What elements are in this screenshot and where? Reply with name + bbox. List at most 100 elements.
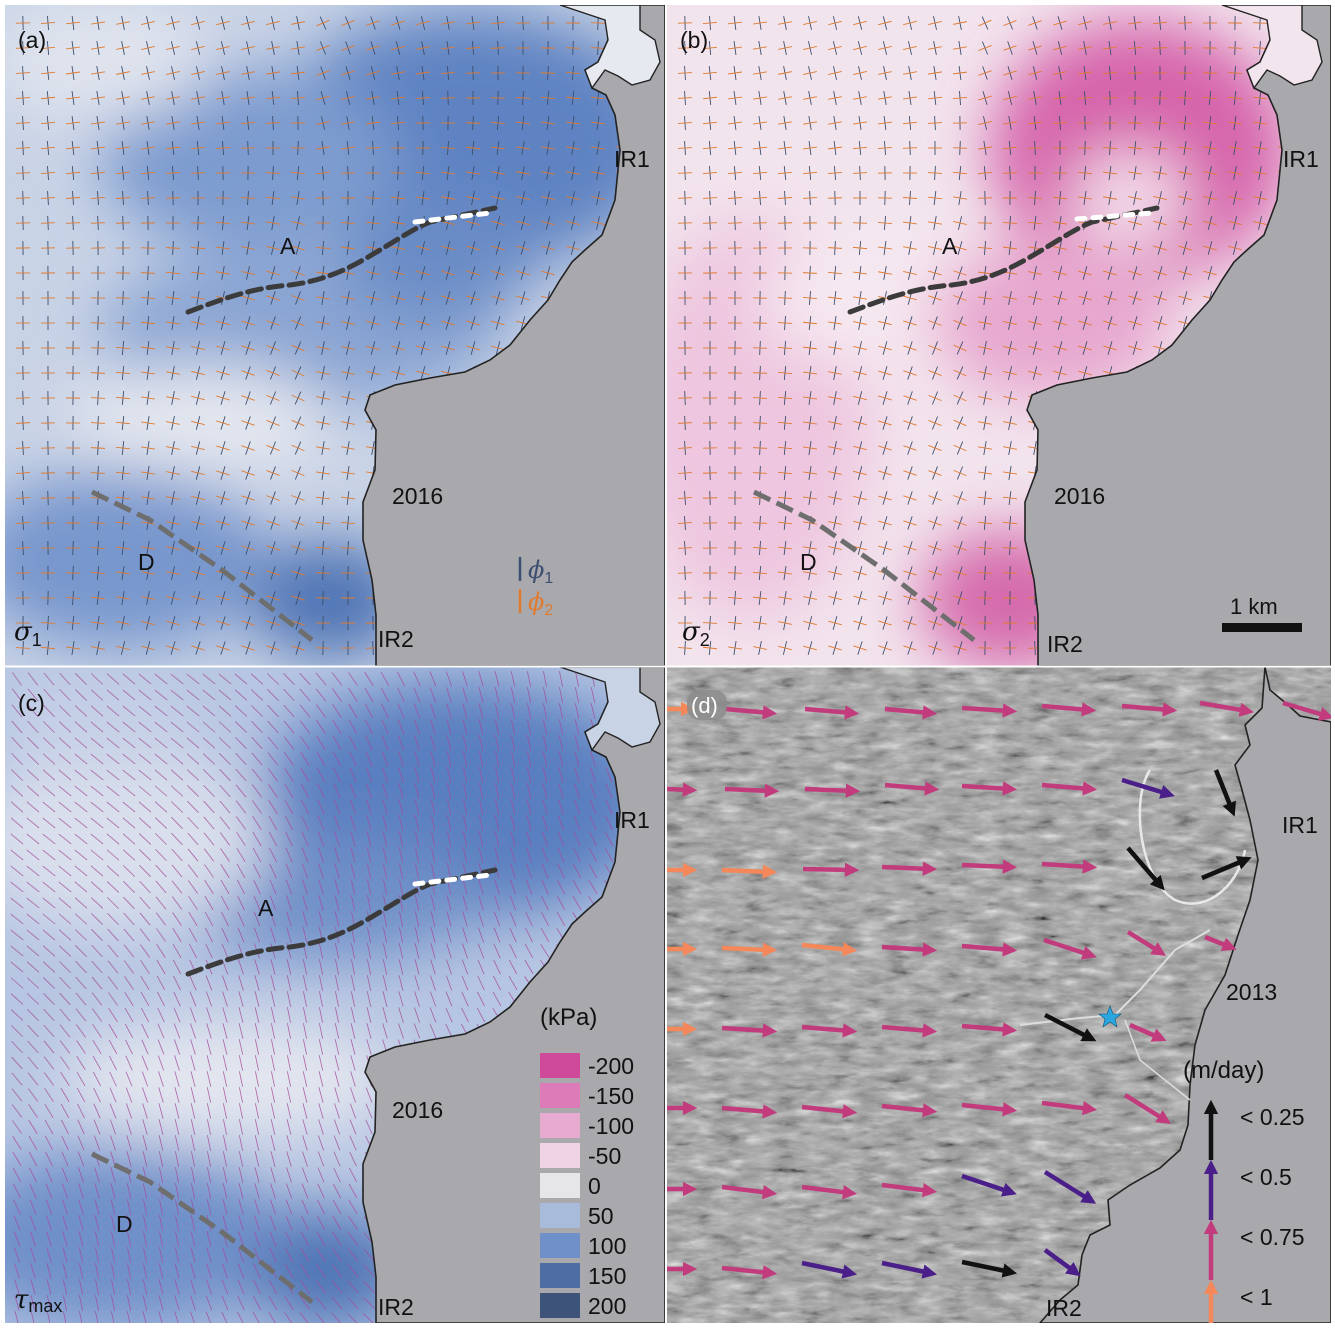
tau-direction bbox=[235, 752, 247, 766]
tau-direction bbox=[138, 801, 152, 813]
phi2-direction bbox=[366, 345, 380, 351]
tau-direction bbox=[302, 879, 308, 895]
phi2-direction bbox=[903, 221, 917, 225]
phi2-direction bbox=[903, 495, 917, 501]
tau-direction bbox=[203, 784, 215, 798]
tau-direction bbox=[94, 1311, 99, 1323]
tau-direction bbox=[302, 1119, 308, 1135]
tau-direction bbox=[286, 1071, 292, 1087]
tau-direction bbox=[558, 719, 564, 735]
phi2-direction bbox=[291, 245, 305, 251]
phi2-direction bbox=[928, 595, 942, 601]
tau-direction bbox=[510, 799, 516, 815]
phi2-direction bbox=[903, 320, 917, 326]
tau-direction bbox=[318, 847, 324, 863]
phi2-direction bbox=[316, 95, 330, 101]
tau-direction bbox=[156, 944, 166, 958]
tau-direction bbox=[43, 1056, 55, 1070]
tau-direction bbox=[462, 703, 468, 719]
phi2-direction bbox=[65, 572, 81, 574]
tau-direction bbox=[46, 1231, 52, 1247]
colorbar-swatch bbox=[540, 1173, 580, 1198]
tau-direction bbox=[190, 1295, 196, 1311]
phi2-direction bbox=[802, 171, 818, 175]
tau-direction bbox=[206, 1087, 212, 1103]
tau-direction bbox=[430, 703, 436, 719]
tau-direction bbox=[461, 959, 469, 975]
phi2-direction bbox=[115, 546, 131, 550]
phi2-direction bbox=[803, 21, 817, 25]
phi2-direction bbox=[315, 271, 331, 275]
tau-direction bbox=[398, 863, 404, 879]
phi2-direction bbox=[141, 21, 155, 25]
tau-direction bbox=[350, 1039, 356, 1055]
tau-direction bbox=[59, 992, 71, 1006]
tau-direction bbox=[301, 799, 309, 815]
tau-direction bbox=[543, 687, 547, 703]
tau-direction bbox=[158, 1167, 164, 1183]
phi2-direction bbox=[977, 171, 993, 175]
velocity-legend-label: < 0.5 bbox=[1240, 1164, 1292, 1190]
tau-direction bbox=[333, 1135, 341, 1151]
tau-direction bbox=[158, 1247, 164, 1263]
tau-direction bbox=[124, 1023, 134, 1039]
tau-direction bbox=[350, 975, 356, 991]
tau-direction bbox=[190, 1183, 196, 1199]
tau-direction bbox=[285, 831, 293, 847]
tau-direction bbox=[332, 1215, 342, 1231]
tau-direction bbox=[318, 879, 324, 895]
phi2-direction bbox=[727, 21, 743, 25]
tau-direction bbox=[270, 1183, 276, 1199]
tau-direction bbox=[74, 913, 88, 925]
phi2-direction bbox=[853, 346, 867, 350]
tau-direction bbox=[11, 1056, 23, 1070]
tau-direction bbox=[123, 960, 135, 974]
velocity-arrow bbox=[1043, 1248, 1081, 1277]
tau-direction bbox=[559, 671, 563, 687]
tau-direction bbox=[91, 992, 103, 1006]
phi2-direction bbox=[91, 646, 105, 650]
phi2-direction bbox=[1028, 20, 1042, 26]
phi2-direction bbox=[316, 70, 330, 76]
tau-direction bbox=[92, 1055, 102, 1071]
phi2-direction bbox=[166, 645, 180, 651]
velocity-arrow bbox=[721, 1265, 778, 1280]
tau-direction bbox=[13, 1247, 21, 1263]
phi2-direction bbox=[853, 321, 867, 325]
tau-direction bbox=[574, 751, 580, 767]
tau-direction bbox=[58, 897, 72, 909]
tau-direction bbox=[525, 895, 533, 911]
tau-direction bbox=[287, 1023, 291, 1039]
tau-direction bbox=[42, 977, 56, 989]
tau-direction bbox=[415, 847, 419, 863]
phi2-direction bbox=[116, 645, 130, 651]
phi2-direction bbox=[366, 370, 380, 376]
tau-direction bbox=[106, 673, 120, 685]
tau-direction bbox=[254, 1183, 260, 1199]
tau-direction bbox=[122, 753, 136, 765]
tau-direction bbox=[42, 961, 56, 973]
tau-direction bbox=[334, 895, 340, 911]
phi2-direction bbox=[803, 446, 817, 450]
phi2-direction bbox=[1053, 320, 1067, 326]
tau-direction bbox=[318, 1087, 324, 1103]
tau-direction bbox=[171, 817, 183, 829]
tau-direction bbox=[222, 1087, 228, 1103]
phi2-direction bbox=[216, 495, 230, 501]
tau-direction bbox=[142, 1311, 147, 1323]
phi2-direction bbox=[928, 394, 942, 402]
tau-direction bbox=[301, 831, 309, 847]
tau-direction bbox=[510, 687, 516, 703]
tau-direction bbox=[204, 864, 214, 878]
phi2-direction bbox=[727, 572, 743, 574]
velocity-arrow bbox=[884, 781, 940, 796]
phi2-direction bbox=[878, 271, 892, 275]
velocity-legend-title: (m/day) bbox=[1183, 1057, 1264, 1084]
tau-direction bbox=[381, 751, 389, 767]
tau-direction bbox=[74, 801, 88, 813]
phi2-direction bbox=[15, 47, 31, 49]
tau-direction bbox=[492, 975, 502, 991]
phi2-direction bbox=[491, 245, 505, 251]
tau-direction bbox=[363, 1264, 375, 1278]
tau-direction bbox=[78, 1231, 84, 1247]
